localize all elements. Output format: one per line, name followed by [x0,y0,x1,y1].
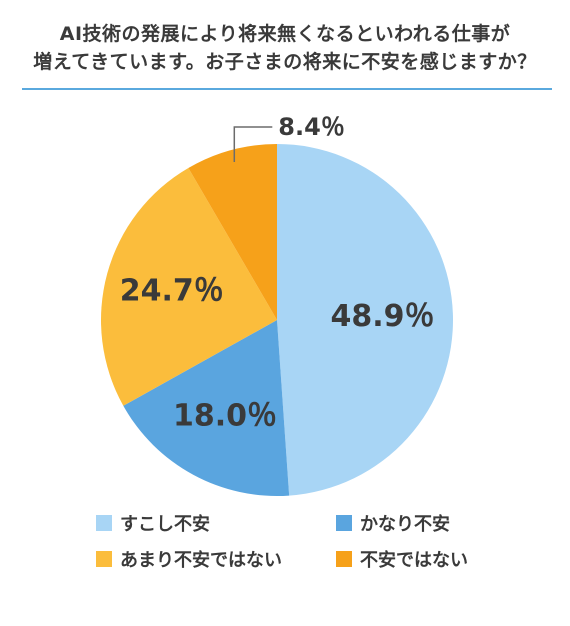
title-line-2: 増えてきています。お子さまの将来に不安を感じますか？ [33,51,537,73]
legend-swatch [336,551,352,567]
slice-label-3: 24.7％ [120,274,224,309]
pie-slices [101,144,454,496]
legend-item-3: あまり不安ではない [96,546,282,572]
legend-item-4: 不安ではない [336,546,468,572]
pie-slice-3 [101,167,277,406]
legend-swatch [336,515,352,531]
slice-label-2: 18.0％ [173,398,277,433]
callout-line [233,126,273,162]
pie-slice-2 [123,320,290,496]
legend-item-1: すこし不安 [96,510,210,536]
pie-slice-1 [277,144,454,496]
callout-group [233,126,273,162]
title-line-1: AI技術の発展により将来無くなるといわれる仕事が [59,23,511,45]
slice-labels: 48.9％ 18.0％ 24.7％ 8.4％ [120,113,435,433]
chart-title: AI技術の発展により将来無くなるといわれる仕事が 増えてきています。お子さまの将… [0,20,570,76]
legend-label: あまり不安ではない [120,550,282,571]
slice-label-1: 48.9％ [331,299,435,334]
slice-label-4: 8.4％ [278,113,345,141]
legend-item-2: かなり不安 [336,510,450,536]
pie-slice-4 [188,144,277,320]
legend-label: すこし不安 [120,514,210,535]
legend-swatch [96,551,112,567]
legend-label: 不安ではない [360,550,468,571]
legend-swatch [96,515,112,531]
legend-label: かなり不安 [360,514,450,535]
title-divider [22,88,552,90]
